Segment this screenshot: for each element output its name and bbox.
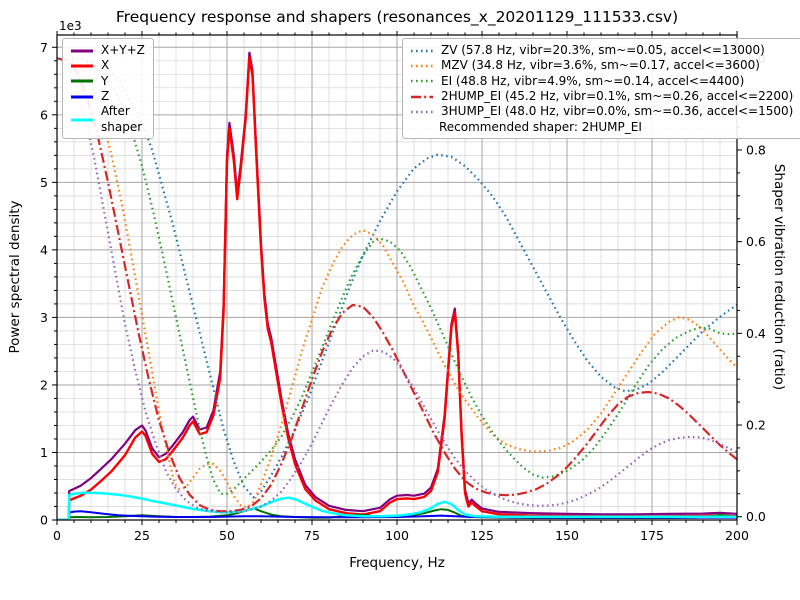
legend-entry-label: X [101, 58, 110, 73]
legend-shapers-entries: ZV (57.8 Hz, vibr=20.3%, sm~=0.05, accel… [410, 43, 793, 120]
series-3hump-ei [57, 57, 737, 514]
legend-entry-3hump-ei: 3HUMP_EI (48.0 Hz, vibr=0.0%, sm~=0.36, … [410, 104, 793, 119]
y-right-tick-label: 0.2 [746, 418, 766, 433]
x-tick-label: 25 [134, 528, 150, 543]
legend-line-swatch [411, 80, 433, 83]
y-left-tick-label: 1 [40, 445, 48, 460]
legend-shapers: ZV (57.8 Hz, vibr=20.3%, sm~=0.05, accel… [402, 38, 800, 140]
legend-line-swatch [411, 64, 433, 68]
legend-entry-x: X [70, 58, 145, 73]
y-left-tick-label: 7 [40, 40, 48, 55]
legend-entry-label: X+Y+Z [101, 43, 145, 57]
legend-entry-label: MZV (34.8 Hz, vibr=3.6%, sm~=0.17, accel… [441, 58, 760, 73]
recommended-shaper-note: Recommended shaper: 2HUMP_EI [439, 119, 642, 134]
x-tick-label: 100 [385, 528, 409, 543]
legend-line-swatch [71, 118, 93, 122]
legend-line-swatch [71, 64, 93, 68]
legend-entry-label: 3HUMP_EI (48.0 Hz, vibr=0.0%, sm~=0.36, … [441, 104, 794, 119]
legend-line-swatch [411, 110, 433, 114]
legend-line-swatch [411, 95, 433, 98]
x-tick-label: 150 [555, 528, 579, 543]
x-tick-label: 0 [53, 528, 61, 543]
legend-entry-y: Y [70, 74, 145, 89]
y-left-offset-text: 1e3 [59, 19, 82, 33]
legend-entry-label: ZV (57.8 Hz, vibr=20.3%, sm~=0.05, accel… [441, 43, 765, 57]
legend-entry-2hump-ei: 2HUMP_EI (45.2 Hz, vibr=0.1%, sm~=0.26, … [410, 89, 793, 104]
y-left-tick-label: 5 [40, 175, 48, 190]
legend-psd-curves: X+Y+Z X Y Z After shaper [62, 38, 154, 140]
legend-entry-x-y-z: X+Y+Z [70, 43, 145, 58]
y-right-tick-label: 0.4 [746, 326, 766, 341]
series-2hump-ei [57, 57, 737, 513]
legend-entry-label: 2HUMP_EI (45.2 Hz, vibr=0.1%, sm~=0.26, … [441, 89, 794, 104]
legend-line-swatch [71, 79, 93, 83]
series-ei [57, 57, 737, 496]
legend-line-swatch [71, 95, 93, 99]
x-axis-label: Frequency, Hz [349, 555, 445, 571]
series-x [57, 56, 737, 520]
y-left-tick-label: 3 [40, 310, 48, 325]
y-left-tick-label: 4 [40, 242, 48, 257]
x-tick-label: 200 [725, 528, 749, 543]
y-left-tick-label: 6 [40, 107, 48, 122]
legend-entry-ei: EI (48.8 Hz, vibr=4.9%, sm~=0.14, accel<… [410, 74, 793, 89]
y-right-tick-label: 0.8 [746, 142, 766, 157]
x-tick-label: 75 [304, 528, 320, 543]
legend-entry-after-shaper: After shaper [70, 104, 145, 135]
legend-line-swatch [411, 49, 433, 52]
curves [57, 51, 737, 520]
y-right-axis-label: Shaper vibration reduction (ratio) [771, 164, 787, 390]
x-tick-label: 175 [640, 528, 664, 543]
legend-entry-label: Z [101, 89, 110, 104]
legend-entry-label: EI (48.8 Hz, vibr=4.9%, sm~=0.14, accel<… [441, 73, 745, 88]
y-left-tick-label: 2 [40, 377, 48, 392]
legend-entry-label-line1: After [101, 104, 130, 119]
y-left-tick-label: 0 [40, 513, 48, 528]
y-right-tick-label: 0.0 [746, 509, 766, 524]
x-tick-label: 50 [219, 528, 235, 543]
legend-entry-zv: ZV (57.8 Hz, vibr=20.3%, sm~=0.05, accel… [410, 43, 793, 58]
x-tick-label: 125 [470, 528, 494, 543]
legend-entry-label: After shaper [101, 104, 142, 135]
legend-note-row: Recommended shaper: 2HUMP_EI [410, 120, 793, 135]
series-mzv [57, 57, 737, 509]
legend-entry-z: Z [70, 89, 145, 104]
y-right-tick-label: 0.6 [746, 234, 766, 249]
legend-entry-mzv: MZV (34.8 Hz, vibr=3.6%, sm~=0.17, accel… [410, 58, 793, 73]
y-left-axis-label: Power spectral density [7, 200, 23, 353]
legend-line-swatch [71, 49, 93, 53]
series-zv [57, 57, 737, 499]
chart-title: Frequency response and shapers (resonanc… [116, 8, 678, 27]
series-after-shaper [57, 491, 737, 520]
legend-entry-label-line2: shaper [101, 119, 143, 134]
legend-entry-label: Y [101, 73, 109, 88]
